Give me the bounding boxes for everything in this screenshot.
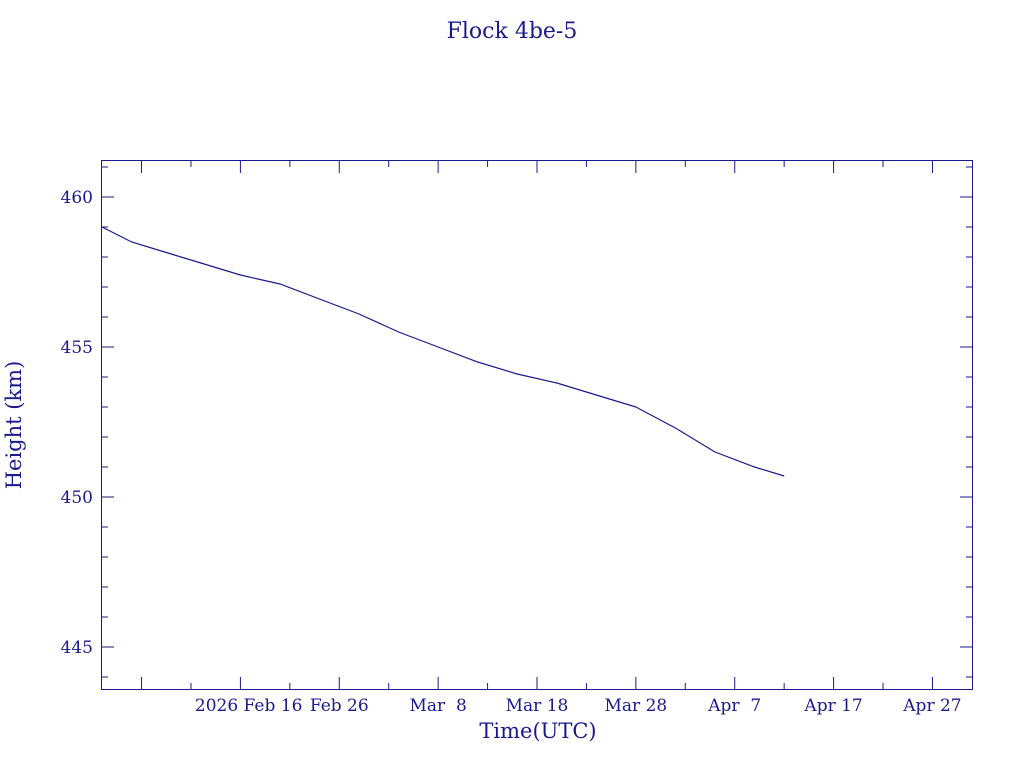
x-tick-label: Apr 27 [902,696,961,716]
x-axis-title: Time(UTC) [479,719,596,743]
y-tick-label: 445 [61,638,93,658]
x-tick-label: Apr 17 [803,696,862,716]
plot-frame [101,160,973,690]
x-tick-labels: 2026 Feb 16 Feb 26 Mar 8 Mar 18 Mar 28 Apr 7 A… [195,696,962,716]
x-tick-label: Apr 7 [707,696,761,716]
x-tick-label: Feb 26 [310,696,369,716]
y-tick-label: 460 [61,188,93,208]
x-tick-label: Mar 8 [409,696,466,716]
x-tick-label: Mar 28 [605,696,668,716]
y-axis-title: Height (km) [2,361,26,490]
tick-marks [102,161,972,689]
height-series-line [101,226,785,477]
x-tick-label: 2026 Feb 16 [195,696,303,716]
x-tick-label: Mar 18 [506,696,569,716]
y-tick-labels: 445 450 455 460 [61,188,93,658]
chart-title: Flock 4be-5 [447,19,578,44]
y-tick-label: 455 [61,338,93,358]
y-tick-label: 450 [61,488,93,508]
